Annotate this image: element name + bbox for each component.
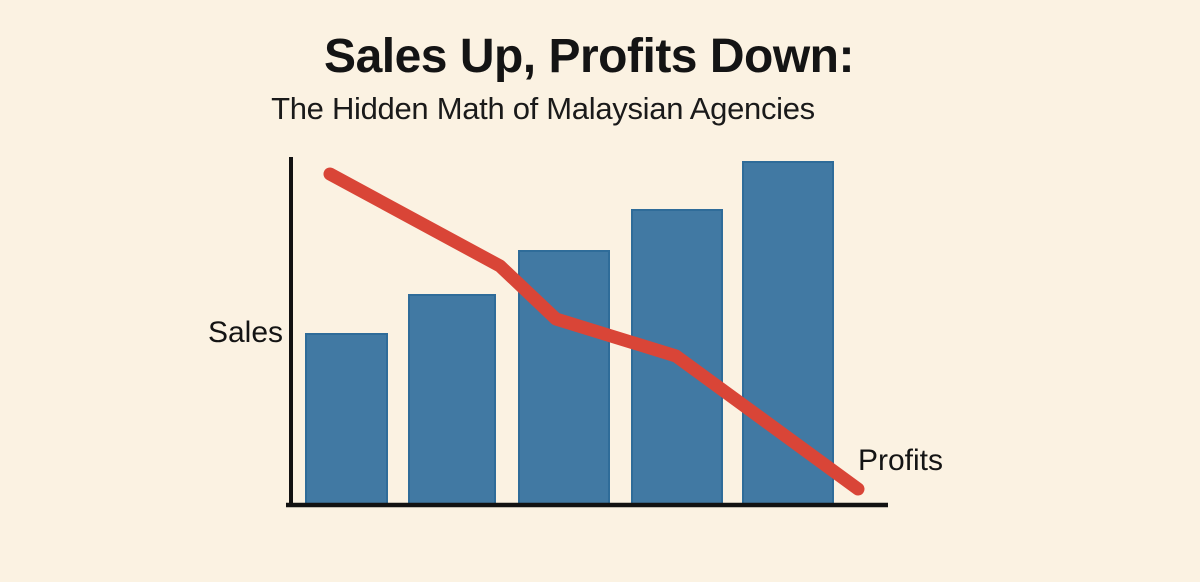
profits-line (323, 167, 865, 496)
sales-series-label: Sales (207, 316, 283, 349)
chart-subtitle: The Hidden Math of Malaysian Agencies (271, 91, 815, 126)
sales-bar-1 (305, 333, 388, 506)
chart-title: Sales Up, Profits Down: (324, 30, 854, 83)
sales-bar-2 (408, 294, 496, 506)
sales-bar-5 (742, 161, 834, 506)
profits-series-label: Profits (858, 444, 944, 477)
